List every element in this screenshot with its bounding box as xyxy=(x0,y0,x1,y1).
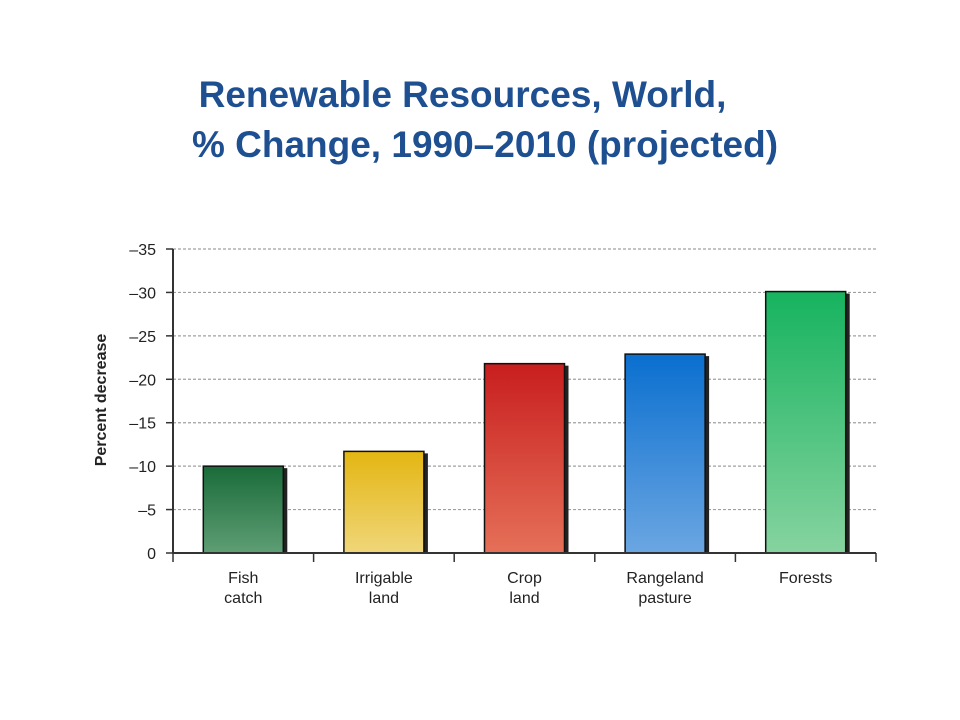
bar xyxy=(202,465,285,554)
x-tick-label: Irrigable land xyxy=(355,570,413,607)
x-tick-label: Forests xyxy=(779,570,832,587)
bars xyxy=(202,290,850,554)
bar-shadow xyxy=(844,293,850,553)
x-tick-label: Fish catch xyxy=(224,570,262,607)
x-axis-labels: Fish catch Irrigable land Crop land Rangeland p… xyxy=(224,570,832,607)
y-axis-ticks: 0 –5 –10 –15 –20 –25 –30 –35 xyxy=(129,242,173,563)
axes xyxy=(172,249,877,562)
chart-title: Renewable Resources, World, % Change, 19… xyxy=(0,70,960,170)
y-tick-label: –20 xyxy=(129,372,156,389)
y-tick-label: –10 xyxy=(129,459,156,476)
y-tick-label: 0 xyxy=(147,546,156,563)
y-tick-label: –5 xyxy=(138,503,156,520)
chart-title-line-2: % Change, 1990–2010 (projected) xyxy=(191,124,779,165)
bar-shadow xyxy=(563,365,569,553)
x-tick-label: Crop land xyxy=(507,570,542,607)
y-tick-label: –15 xyxy=(129,416,156,433)
chart-title-line-1: Renewable Resources, World, xyxy=(198,74,727,115)
x-tick-label: Rangeland pasture xyxy=(626,570,703,607)
bar xyxy=(343,450,425,554)
bar-shadow xyxy=(282,468,288,553)
y-tick-label: –30 xyxy=(129,285,156,302)
y-axis-label: Percent decrease xyxy=(93,334,110,467)
y-tick-label: –35 xyxy=(129,242,156,259)
bar xyxy=(624,353,706,554)
bar-shadow xyxy=(422,453,428,553)
bar-shadow xyxy=(704,356,710,553)
y-tick-label: –25 xyxy=(129,329,156,346)
bar xyxy=(483,362,566,554)
bar xyxy=(764,290,847,554)
